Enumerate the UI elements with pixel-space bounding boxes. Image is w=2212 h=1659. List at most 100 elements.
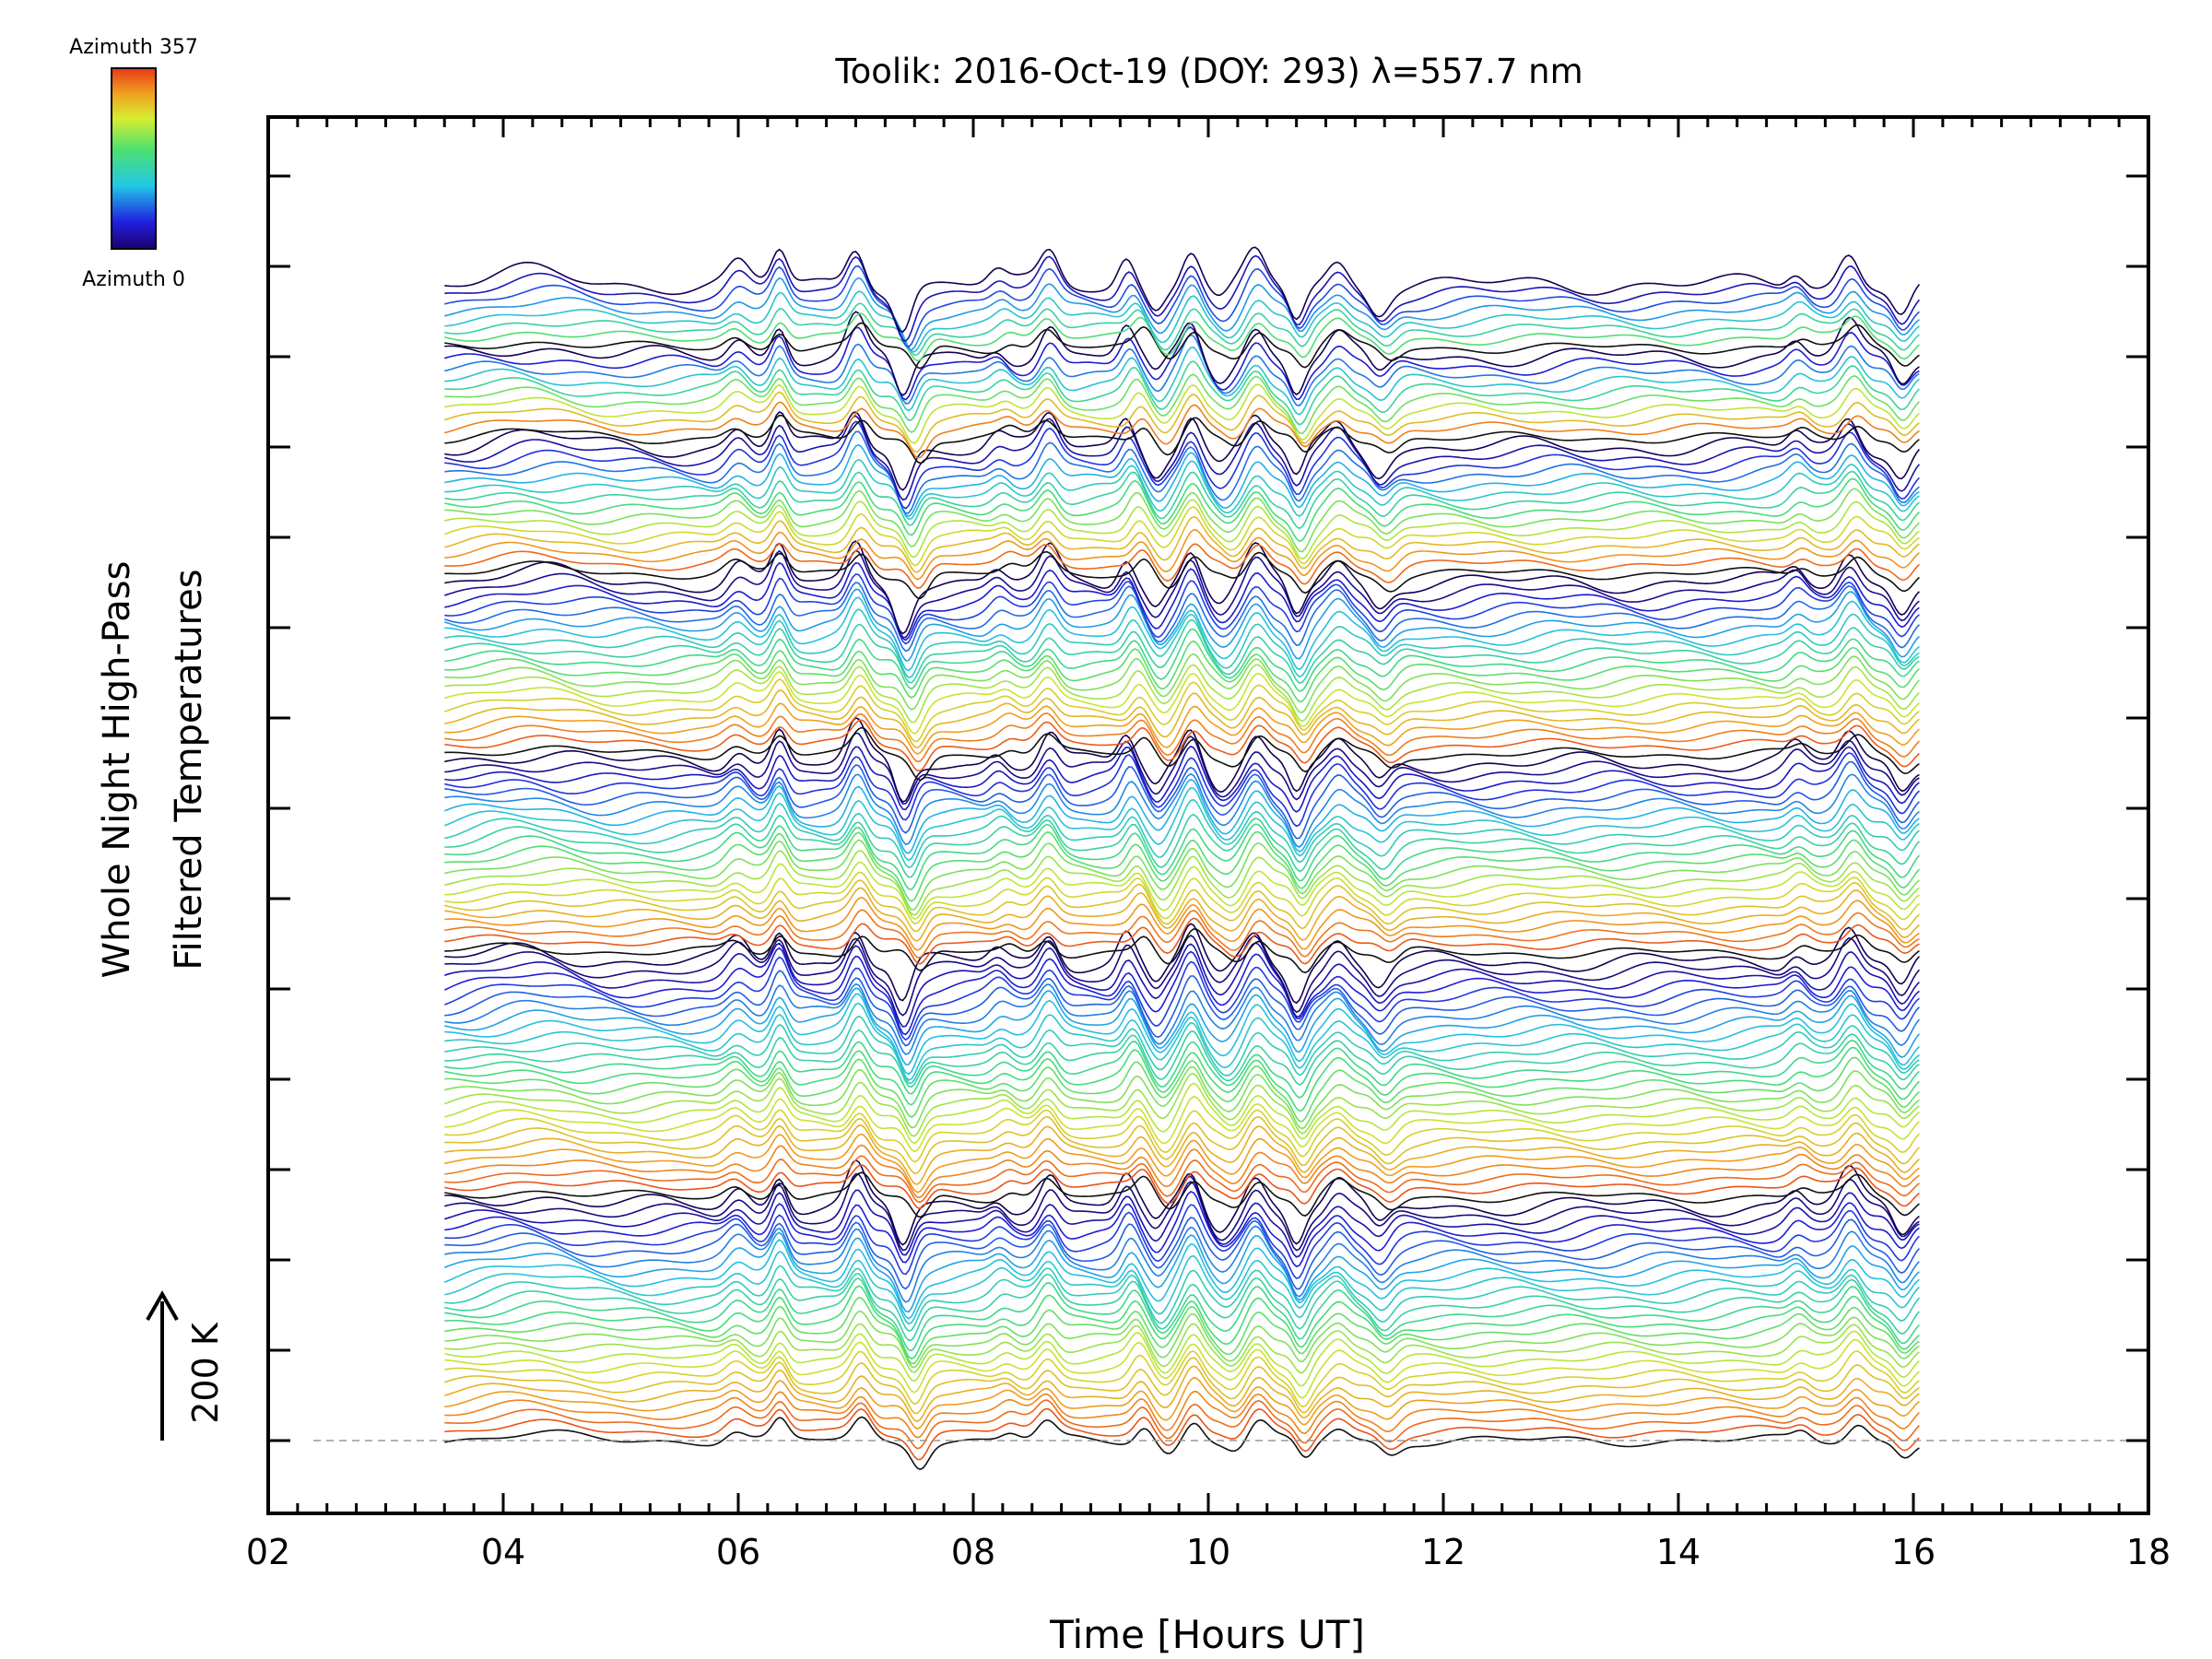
temperature-trace <box>444 670 1920 735</box>
temperature-trace <box>444 1159 1920 1246</box>
temperature-trace <box>444 540 1920 635</box>
temperature-trace <box>444 772 1920 848</box>
temperature-trace <box>444 360 1920 426</box>
temperature-trace <box>444 1273 1921 1342</box>
temperature-trace <box>444 588 1920 662</box>
temperature-trace <box>444 373 1921 435</box>
temperature-trace <box>444 529 1920 581</box>
temperature-trace <box>444 732 1920 805</box>
temperature-trace <box>444 993 1920 1076</box>
temperature-trace <box>444 689 1920 749</box>
temperature-trace <box>444 1407 1920 1461</box>
temperature-trace <box>444 1015 1920 1084</box>
temperature-trace <box>444 1073 1920 1137</box>
temperature-trace <box>444 879 1920 933</box>
temperature-trace <box>444 745 1920 813</box>
temperature-trace <box>444 1297 1920 1365</box>
temperature-trace <box>444 391 1920 453</box>
temperature-trace <box>444 923 1921 1005</box>
temperature-trace <box>444 477 1920 542</box>
temperature-trace <box>443 1231 1920 1313</box>
temperature-trace <box>444 1095 1920 1153</box>
y-axis-ticks <box>268 174 2148 1442</box>
temperature-trace <box>444 887 1920 942</box>
temperature-trace <box>444 302 1920 357</box>
temperature-trace <box>444 608 1920 679</box>
temperature-trace <box>444 702 1920 755</box>
temperature-trace <box>444 830 1921 902</box>
temperature-trace <box>444 752 1920 828</box>
temperature-trace <box>444 1171 1920 1218</box>
temperature-trace <box>444 896 1920 951</box>
temperature-trace <box>444 1251 1920 1325</box>
temperature-trace <box>444 717 1920 803</box>
temperature-trace <box>444 1350 1920 1408</box>
temperature-trace <box>444 290 1920 353</box>
temperature-trace <box>444 1155 1920 1204</box>
temperature-trace <box>444 813 1921 878</box>
x-tick-label: 02 <box>246 1532 290 1572</box>
x-axis-tick-labels: 02 04 06 08 10 12 14 16 18 <box>246 1532 2171 1572</box>
temperature-trace <box>444 470 1920 530</box>
temperature-trace <box>444 1399 1920 1450</box>
temperature-trace <box>444 1040 1920 1099</box>
temperature-trace <box>444 1357 1920 1415</box>
temperature-trace <box>444 401 1920 459</box>
temperature-trace <box>444 1082 1920 1145</box>
temperature-trace <box>444 719 1920 771</box>
temperature-trace <box>444 1133 1920 1194</box>
temperature-trace <box>444 726 1920 782</box>
temperature-trace <box>444 1338 1920 1399</box>
temperature-trace <box>444 265 1920 348</box>
temperature-trace <box>444 861 1920 921</box>
temperature-trace <box>444 420 1920 510</box>
temperature-trace <box>444 987 1921 1065</box>
temperature-trace <box>444 653 1920 713</box>
colorbar-bottom-label: Azimuth 0 <box>82 268 185 291</box>
temperature-trace <box>444 414 1920 465</box>
temperature-trace <box>444 347 1920 416</box>
temperature-trace <box>444 322 1920 370</box>
x-tick-label: 06 <box>716 1532 760 1572</box>
temperature-trace <box>444 1046 1920 1112</box>
x-axis-label: Time [Hours UT] <box>1049 1612 1365 1657</box>
temperature-trace <box>444 909 1920 959</box>
temperature-trace <box>444 1265 1921 1333</box>
temperature-trace <box>444 582 1920 653</box>
temperature-trace <box>444 1377 1920 1430</box>
temperature-trace <box>444 1365 1920 1423</box>
temperature-trace <box>444 942 1920 1028</box>
temperature-trace <box>444 839 1920 911</box>
temperature-trace <box>444 1390 1920 1439</box>
temperature-trace <box>444 246 1921 334</box>
temperature-trace <box>444 573 1920 645</box>
temperature-trace <box>444 1029 1920 1088</box>
y-axis-label-line1: Whole Night High-Pass <box>96 561 138 979</box>
temperature-trace <box>444 1217 1921 1290</box>
temperature-trace <box>444 1285 1920 1360</box>
temperature-trace <box>444 970 1920 1047</box>
temperature-trace <box>444 1115 1920 1175</box>
temperature-trace <box>444 628 1920 692</box>
temperature-trace <box>444 1144 1920 1198</box>
x-axis-ticks <box>266 117 2150 1513</box>
x-tick-label: 08 <box>951 1532 995 1572</box>
temperature-trace <box>444 1330 1920 1387</box>
temperature-trace <box>444 786 1920 862</box>
temperature-trace <box>444 1065 1920 1130</box>
temperature-trace <box>444 850 1920 916</box>
temperature-trace <box>444 543 1920 589</box>
temperature-trace <box>444 917 1920 965</box>
temperature-trace <box>444 712 1920 763</box>
temperature-trace <box>443 947 1920 1036</box>
temperature-trace <box>444 778 1920 854</box>
temperature-trace <box>444 1124 1920 1185</box>
x-tick-label: 12 <box>1421 1532 1465 1572</box>
temperature-trace <box>444 1277 1920 1352</box>
colorbar <box>111 67 157 250</box>
y-axis-label-line2: Filtered Temperatures <box>168 569 210 970</box>
temperature-trace <box>444 311 1920 396</box>
chart-title: Toolik: 2016-Oct-19 (DOY: 293) λ=557.7 n… <box>834 52 1583 91</box>
temperature-trace <box>444 1311 1920 1369</box>
temperature-trace <box>444 823 1921 890</box>
